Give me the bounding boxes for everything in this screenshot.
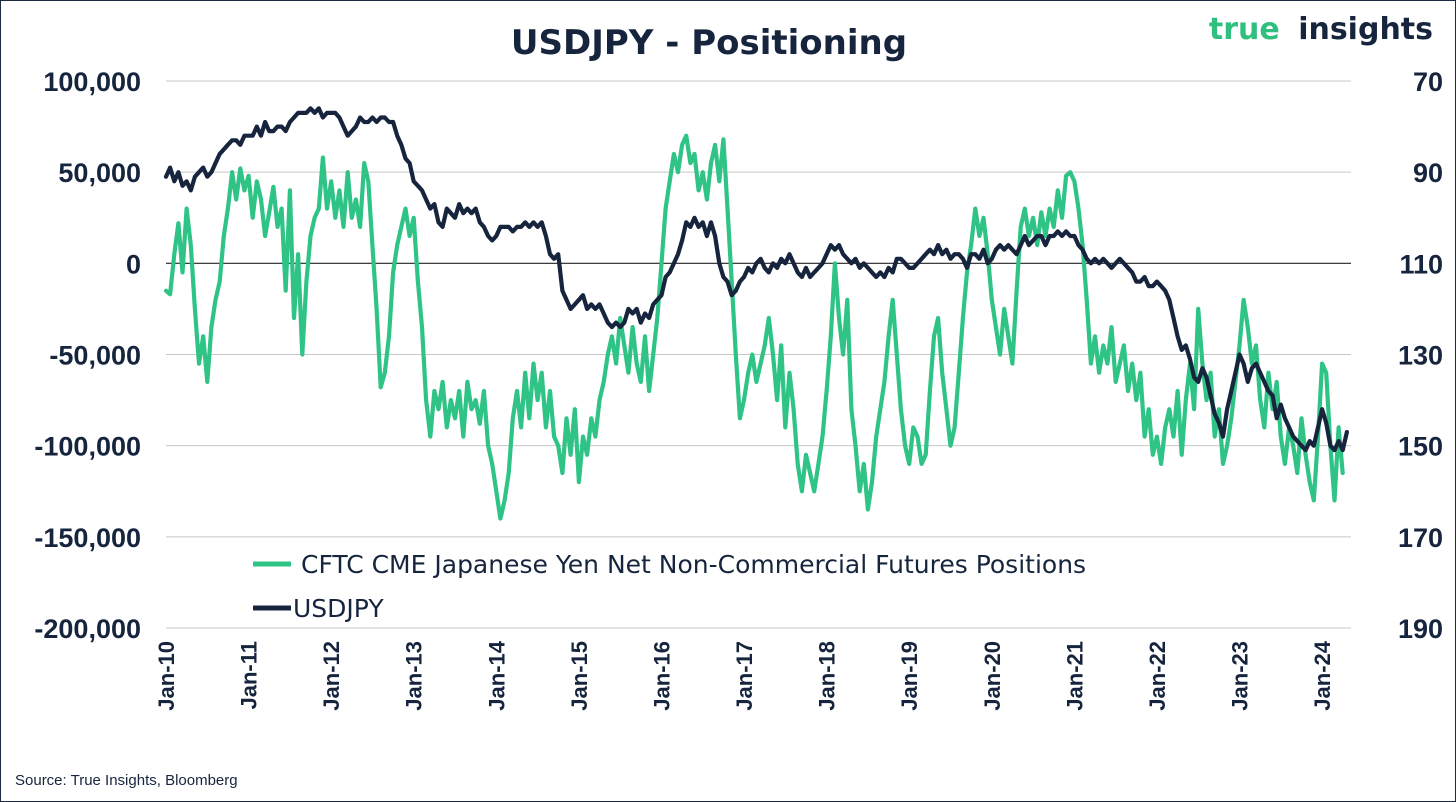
y-left-tick-label: 0 <box>126 249 141 279</box>
x-tick-label: Jan-21 <box>1062 641 1087 711</box>
x-tick-label: Jan-12 <box>319 641 344 711</box>
x-tick-label: Jan-13 <box>402 641 427 711</box>
source-note: Source: True Insights, Bloomberg <box>15 772 238 789</box>
series-line-cftc <box>163 133 1345 521</box>
series-line-usdjpy <box>163 106 1349 453</box>
x-tick-label: Jan-24 <box>1310 640 1335 710</box>
legend-label-usdjpy: USDJPY <box>293 594 384 623</box>
brand-word-true: true <box>1209 12 1280 47</box>
brand-logo: true insights <box>1209 12 1433 47</box>
series-lines <box>163 106 1349 521</box>
y-right-tick-label: 150 <box>1398 432 1443 462</box>
y-axis-left: 100,000 50,000 0 -50,000 -100,000 -150,000 -20… <box>34 67 141 644</box>
y-right-tick-label: 130 <box>1398 341 1443 371</box>
y-left-tick-label: -150,000 <box>34 523 141 553</box>
y-left-tick-label: 50,000 <box>58 158 141 188</box>
y-axis-right: 70 90 110 130 150 170 190 <box>1398 67 1443 644</box>
chart-title: USDJPY - Positioning <box>511 23 907 63</box>
x-tick-label: Jan-19 <box>897 641 922 711</box>
x-tick-label: Jan-23 <box>1228 641 1253 711</box>
y-left-tick-label: -50,000 <box>49 341 141 371</box>
x-tick-label: Jan-11 <box>237 641 262 710</box>
brand-word-insights: insights <box>1298 12 1433 47</box>
y-left-tick-label: -100,000 <box>34 432 141 462</box>
x-tick-label: Jan-22 <box>1145 641 1170 711</box>
x-axis: Jan-10 Jan-11 Jan-12 Jan-13 Jan-14 Jan-15 Jan-… <box>154 640 1335 710</box>
x-tick-label: Jan-20 <box>980 641 1005 711</box>
x-tick-label: Jan-10 <box>154 641 179 711</box>
y-right-tick-label: 70 <box>1413 67 1443 97</box>
legend-label-cftc: CFTC CME Japanese Yen Net Non-Commercial… <box>301 550 1086 579</box>
x-tick-label: Jan-15 <box>567 641 592 711</box>
gridlines <box>166 80 1351 629</box>
y-right-tick-label: 110 <box>1399 249 1443 279</box>
y-left-tick-label: -200,000 <box>34 614 141 644</box>
x-tick-label: Jan-17 <box>732 641 757 711</box>
x-tick-label: Jan-18 <box>815 641 840 711</box>
x-tick-label: Jan-14 <box>484 640 509 710</box>
x-tick-label: Jan-16 <box>649 641 674 711</box>
svg-text:true insights: true insights <box>1209 12 1433 47</box>
y-right-tick-label: 190 <box>1398 614 1443 644</box>
y-right-tick-label: 90 <box>1413 158 1443 188</box>
y-left-tick-label: 100,000 <box>43 67 141 97</box>
y-right-tick-label: 170 <box>1398 523 1443 553</box>
legend: CFTC CME Japanese Yen Net Non-Commercial… <box>253 550 1086 623</box>
